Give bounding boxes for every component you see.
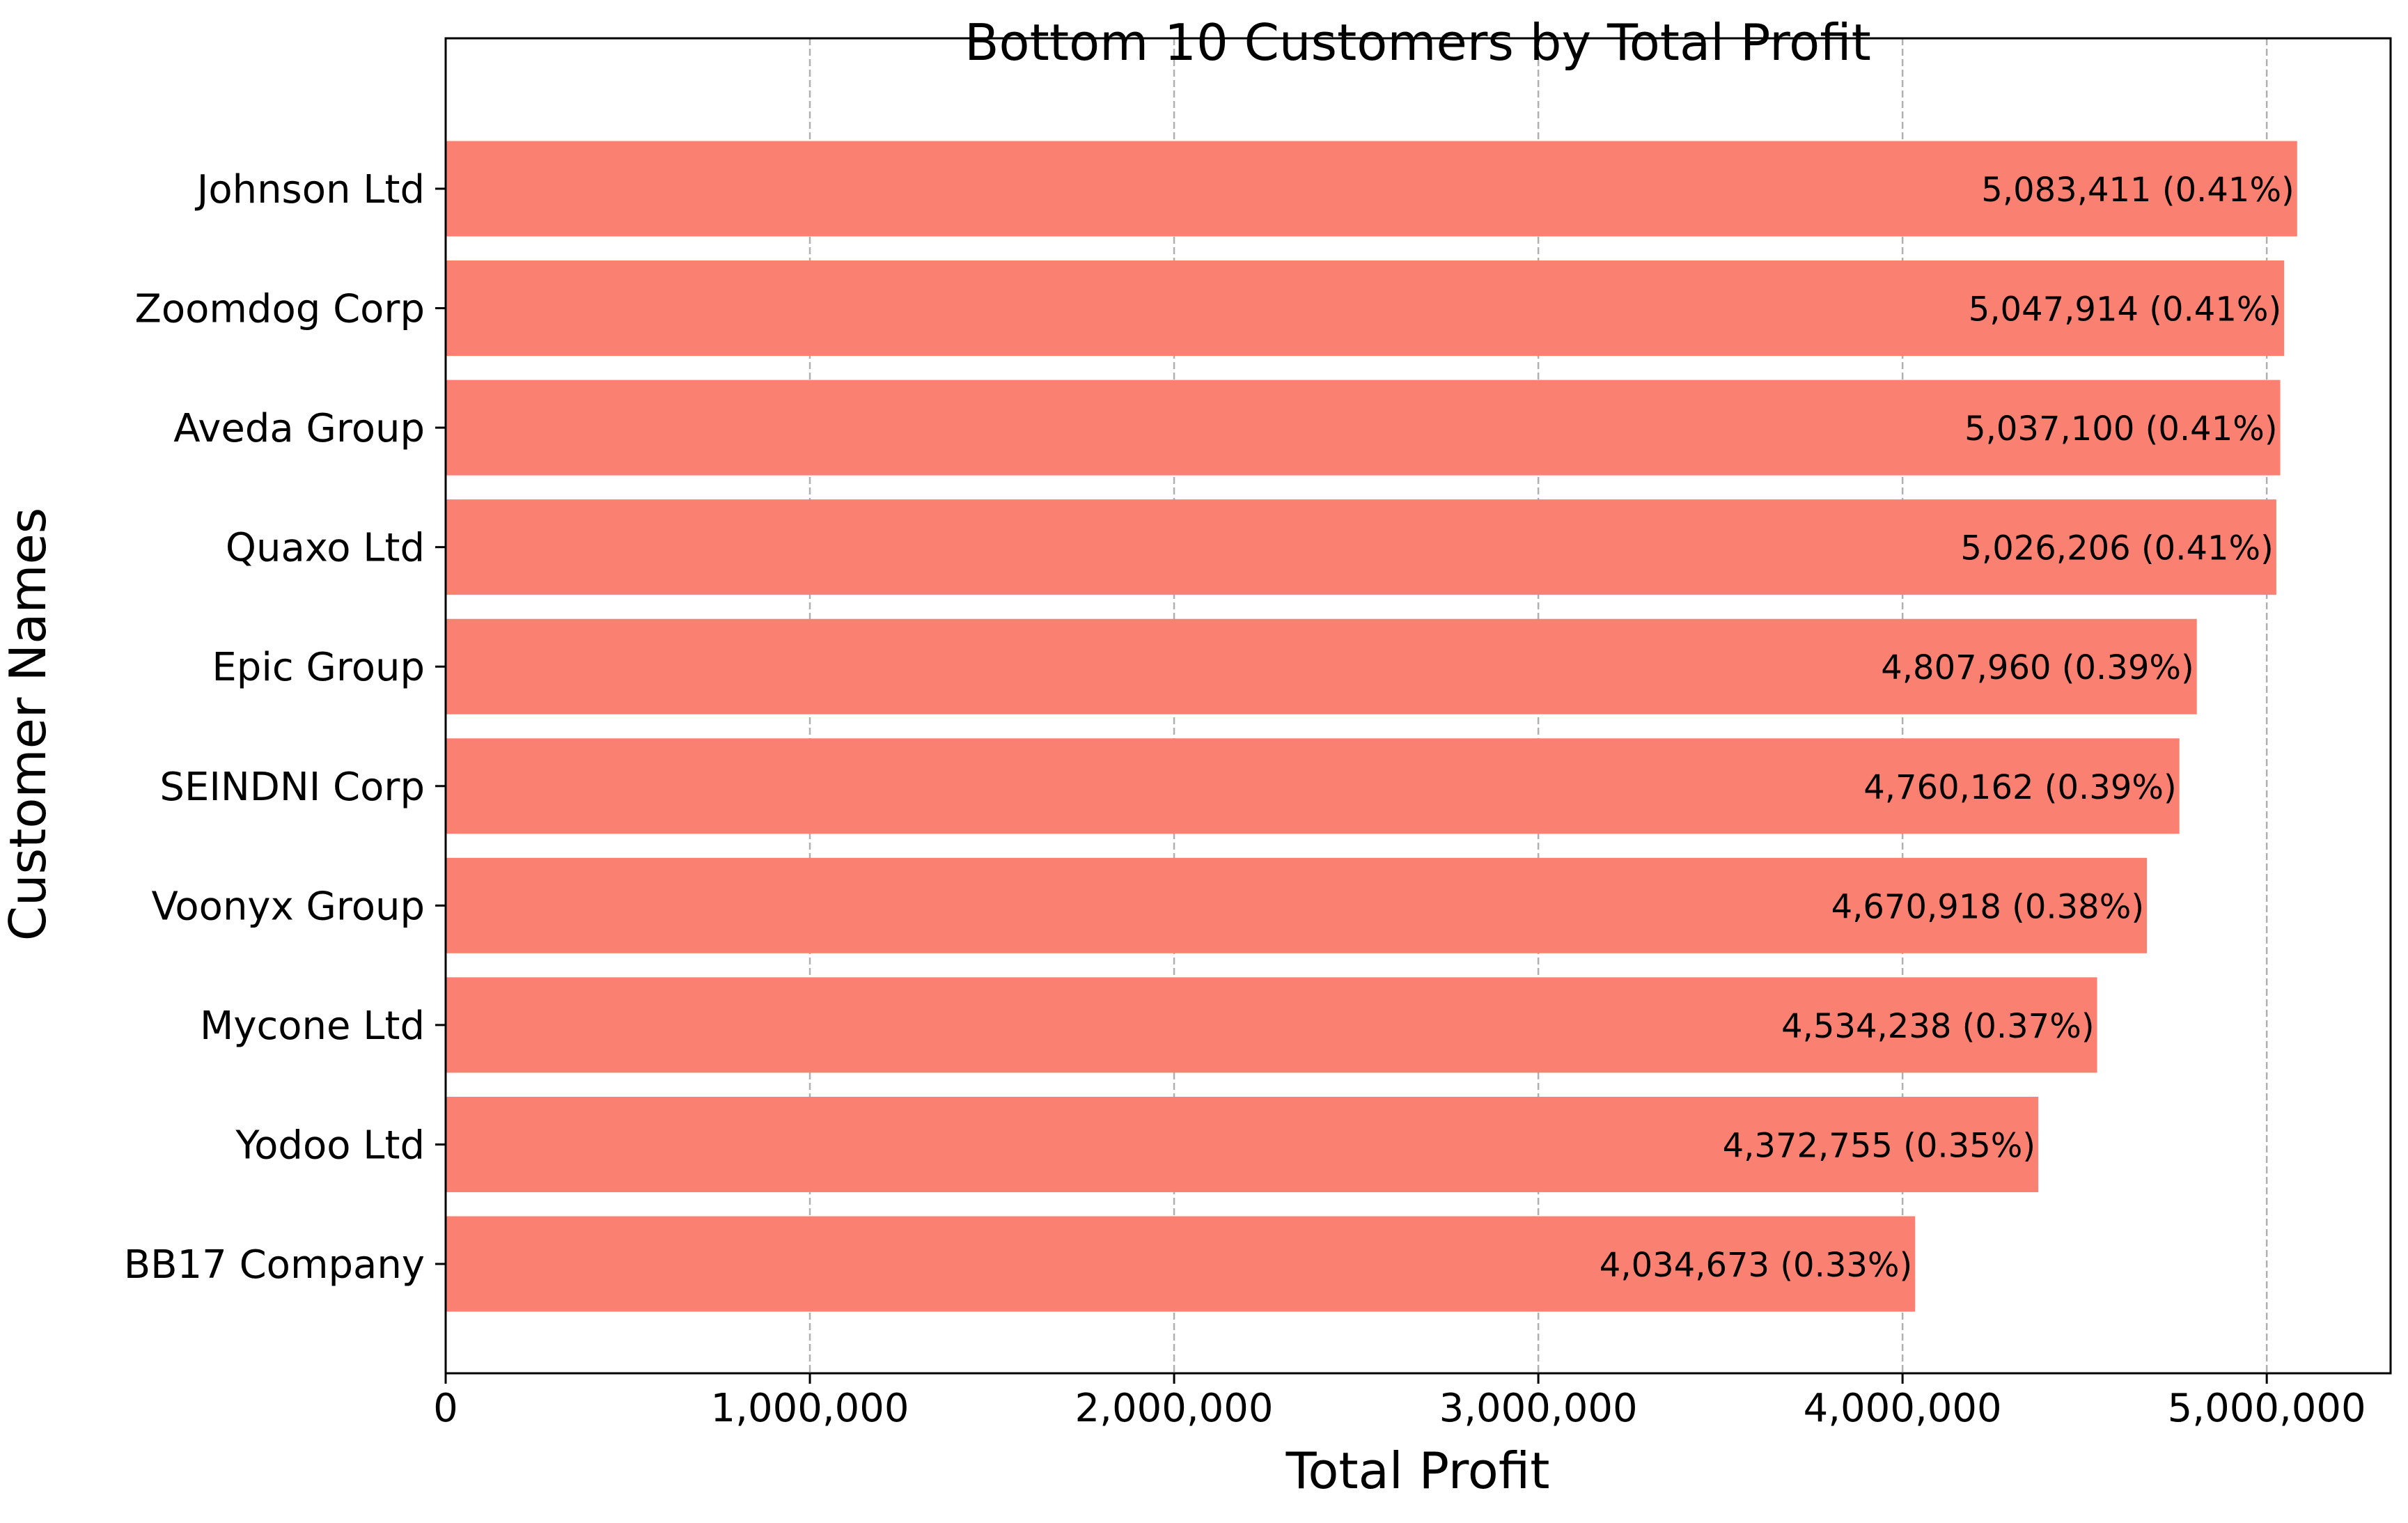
y-tick-label: Zoomdog Corp [134, 287, 425, 332]
bar-value-label: 5,026,206 (0.41%) [1960, 529, 2273, 568]
bar-value-label: 4,034,673 (0.33%) [1600, 1246, 1912, 1285]
bar [446, 1216, 1916, 1312]
bar [446, 260, 2285, 357]
x-axis-ticks: 0 1,000,000 2,000,000 3,000,000 4,000,000 5,0… [433, 1373, 2366, 1431]
x-tick-label: 2,000,000 [1075, 1386, 1274, 1431]
x-axis-label: Total Profit [1285, 1442, 1550, 1500]
y-tick-label: Johnson Ltd [195, 167, 425, 212]
bar-value-label: 5,047,914 (0.41%) [1969, 290, 2281, 329]
bar-value-label: 4,372,755 (0.35%) [1723, 1126, 2035, 1165]
y-tick-label: Quaxo Ltd [226, 526, 425, 571]
bar [446, 380, 2281, 476]
bar [446, 499, 2276, 595]
bar [446, 618, 2197, 714]
y-tick-label: SEINDNI Corp [159, 765, 425, 810]
bar [446, 738, 2180, 834]
bars [446, 141, 2297, 1312]
y-tick-label: BB17 Company [124, 1242, 425, 1288]
y-tick-label: Aveda Group [173, 406, 425, 451]
x-tick-label: 1,000,000 [711, 1386, 909, 1431]
bar-value-label: 5,083,411 (0.41%) [1981, 171, 2294, 210]
y-axis-label: Customer Names [0, 508, 57, 942]
y-tick-label: Mycone Ltd [200, 1003, 425, 1049]
bar-value-label: 4,807,960 (0.39%) [1881, 648, 2194, 687]
x-tick-label: 3,000,000 [1439, 1386, 1638, 1431]
data-labels: 5,083,411 (0.41%) 5,047,914 (0.41%) 5,037,… [1600, 171, 2294, 1285]
x-tick-label: 0 [433, 1386, 458, 1431]
y-tick-label: Epic Group [212, 645, 425, 690]
bar-value-label: 4,760,162 (0.39%) [1863, 768, 2176, 807]
bar [446, 857, 2148, 953]
y-tick-label: Yodoo Ltd [235, 1123, 425, 1168]
y-axis-ticks: Johnson Ltd Zoomdog Corp Aveda Group Quaxo … [124, 167, 446, 1288]
bar-value-label: 4,670,918 (0.38%) [1831, 887, 2144, 926]
x-tick-label: 4,000,000 [1804, 1386, 2002, 1431]
bar [446, 1096, 2039, 1192]
chart-title: Bottom 10 Customers by Total Profit [964, 13, 1871, 72]
x-tick-label: 5,000,000 [2168, 1386, 2366, 1431]
y-tick-label: Voonyx Group [151, 884, 425, 929]
bar-value-label: 5,037,100 (0.41%) [1964, 409, 2277, 448]
bar [446, 141, 2297, 237]
plot-frame [444, 37, 2392, 1375]
bar [446, 977, 2097, 1073]
bar-value-label: 4,534,238 (0.37%) [1781, 1007, 2094, 1046]
